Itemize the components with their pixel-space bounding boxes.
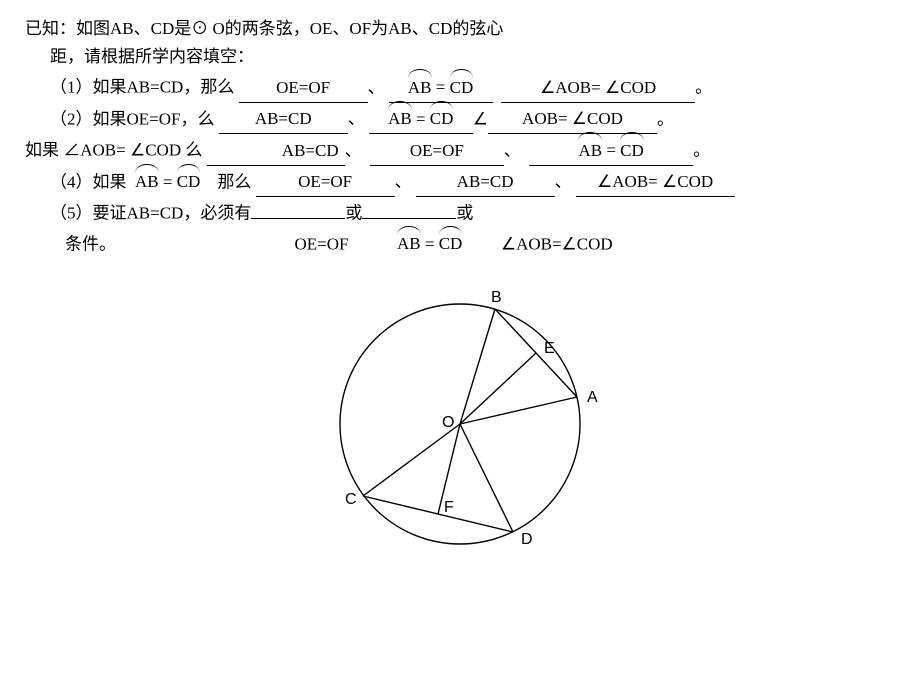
q4-line: （4）如果 AB = CD 那么 OE=OF 、 AB=CD 、 ∠AOB= ∠COD xyxy=(25,166,895,198)
period: 。 xyxy=(657,109,674,128)
sep: 、 xyxy=(395,172,412,191)
q5-line1: （5）要证AB=CD，必须有 或 或 xyxy=(25,197,895,227)
svg-text:F: F xyxy=(444,499,454,516)
q5-line2: 条件。 OE=OF AB = CD ∠AOB=∠COD xyxy=(25,228,895,259)
q1-blank3: ∠AOB= ∠COD xyxy=(501,74,695,103)
angle: ∠ xyxy=(473,109,488,128)
q5-blank1 xyxy=(251,197,345,218)
arc-ab: AB xyxy=(388,103,412,134)
sep: 、 xyxy=(504,141,521,160)
arc-cd: CD xyxy=(430,103,454,134)
arc-ab: AB xyxy=(578,134,602,165)
svg-text:C: C xyxy=(345,491,357,508)
q5-cond: 条件。 xyxy=(65,234,116,253)
q2-line: （2）如果OE=OF，么 AB=CD、AB = CD∠AOB= ∠COD。 xyxy=(25,103,895,135)
svg-text:O: O xyxy=(442,414,454,431)
eq: = xyxy=(602,141,620,160)
eq: = xyxy=(412,109,430,128)
q3-b3a: AB xyxy=(578,141,602,160)
q2-blank2: AB = CD xyxy=(369,103,473,135)
q5-blank2 xyxy=(362,197,456,218)
q2-blank1: AB=CD xyxy=(219,105,348,134)
q1-prefix: （1）如果AB=CD，那么 xyxy=(50,78,234,97)
arc-cd: CD xyxy=(450,71,474,102)
eq: = xyxy=(159,172,177,191)
intro-line-2: 距，请根据所学内容填空： xyxy=(25,43,895,71)
sep: 、 xyxy=(345,141,362,160)
svg-text:B: B xyxy=(491,289,502,306)
q1-b3: ∠AOB= ∠COD xyxy=(540,78,656,97)
q5-ans2b: CD xyxy=(439,234,463,253)
sep: 、 xyxy=(348,109,365,128)
q5-mid1: 或 xyxy=(345,204,362,223)
q2-prefix: （2）如果OE=OF，么 xyxy=(50,109,214,128)
q3-blank2: OE=OF xyxy=(370,137,504,166)
q4-blank1: OE=OF xyxy=(256,168,395,197)
q1-line: （1）如果AB=CD，那么 OE=OF、AB = CD ∠AOB= ∠COD。 xyxy=(25,71,895,103)
q2-b2a: AB xyxy=(388,109,412,128)
arc-ab: AB xyxy=(397,228,421,259)
arc-ab: AB xyxy=(135,166,159,197)
q4-blank2: AB=CD xyxy=(416,168,555,197)
intro1: 已知：如图AB、CD是⊙ O的两条弦，OE、OF为AB、CD的弦心 xyxy=(25,19,503,38)
q1-b2b: CD xyxy=(450,78,474,97)
q1-b2a: AB xyxy=(408,78,432,97)
q2-blank3: AOB= ∠COD xyxy=(488,105,657,134)
q3-blank1: AB=CD xyxy=(207,137,345,166)
q2-b2b: CD xyxy=(430,109,454,128)
q4-arc-b: CD xyxy=(177,172,201,191)
q4-arc-a: AB xyxy=(135,172,159,191)
period: 。 xyxy=(695,78,712,97)
eq: = xyxy=(432,78,450,97)
q1-blank2: AB = CD xyxy=(389,71,493,103)
q5-ans2a: AB xyxy=(397,234,421,253)
svg-text:A: A xyxy=(587,389,598,406)
q3-prefix: 如果 ∠AOB= ∠COD 么 xyxy=(25,141,202,160)
svg-text:D: D xyxy=(521,531,533,548)
q4-b3: ∠AOB= ∠COD xyxy=(597,172,713,191)
q2-b3: AOB= ∠COD xyxy=(522,109,623,128)
q3-b3b: CD xyxy=(620,141,644,160)
problem-text: 已知：如图AB、CD是⊙ O的两条弦，OE、OF为AB、CD的弦心 距，请根据所… xyxy=(25,15,895,259)
q2-b1: AB=CD xyxy=(255,109,312,128)
q5-prefix: （5）要证AB=CD，必须有 xyxy=(50,204,251,223)
q4-b2: AB=CD xyxy=(457,172,514,191)
q3-blank3: AB = CD xyxy=(529,134,693,166)
q1-blank1: OE=OF xyxy=(239,74,368,103)
q4-prefix1: （4）如果 xyxy=(50,172,127,191)
sep: 、 xyxy=(555,172,572,191)
q5-mid2: 或 xyxy=(456,204,473,223)
arc-cd: CD xyxy=(177,166,201,197)
q5-ans1: OE=OF xyxy=(295,234,349,253)
arc-cd: CD xyxy=(439,228,463,259)
q3-b2: OE=OF xyxy=(410,141,464,160)
q4-b1: OE=OF xyxy=(298,172,352,191)
intro2: 距，请根据所学内容填空： xyxy=(50,47,254,66)
eq: = xyxy=(421,234,439,253)
q5-ans3: ∠AOB=∠COD xyxy=(501,234,613,253)
q4-prefix2: 那么 xyxy=(217,172,251,191)
q4-blank3: ∠AOB= ∠COD xyxy=(576,168,735,197)
q1-b1: OE=OF xyxy=(276,78,330,97)
circle-diagram: A B C D E F O xyxy=(25,289,895,578)
diagram-svg: A B C D E F O xyxy=(305,289,615,569)
arc-cd: CD xyxy=(620,134,644,165)
arc-ab: AB xyxy=(408,71,432,102)
intro-line-1: 已知：如图AB、CD是⊙ O的两条弦，OE、OF为AB、CD的弦心 xyxy=(25,15,895,43)
period: 。 xyxy=(693,141,710,160)
q3-b1: AB=CD xyxy=(282,141,339,160)
svg-text:E: E xyxy=(544,340,555,357)
sep: 、 xyxy=(368,78,385,97)
q3-line: 如果 ∠AOB= ∠COD 么 AB=CD、 OE=OF、 AB = CD。 xyxy=(25,134,895,166)
